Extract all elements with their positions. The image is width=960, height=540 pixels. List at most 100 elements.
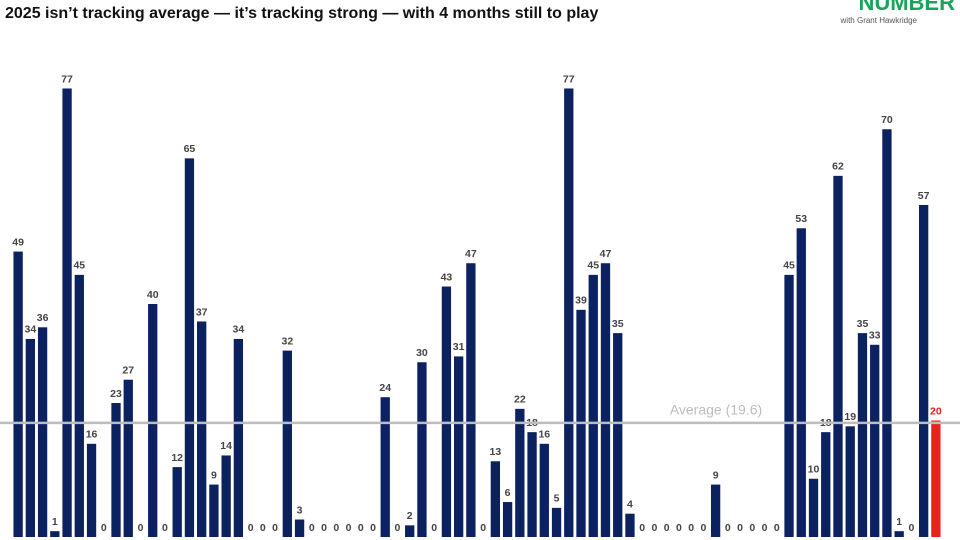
value-label: 1 — [52, 516, 58, 528]
value-label: 3 — [297, 504, 303, 516]
bar — [294, 519, 305, 537]
value-label: 77 — [61, 73, 73, 85]
bar — [808, 478, 819, 537]
value-label: 0 — [688, 522, 694, 534]
value-label: 9 — [211, 469, 217, 481]
value-label: 6 — [505, 487, 511, 499]
bar — [931, 420, 941, 537]
bar — [50, 531, 60, 537]
value-label: 0 — [737, 522, 743, 534]
bar — [209, 484, 219, 537]
bar — [710, 484, 721, 537]
value-label: 0 — [725, 522, 731, 534]
brand-subtitle: with Grant Hawkridge — [840, 16, 918, 25]
value-label: 12 — [171, 452, 183, 464]
value-label: 0 — [346, 522, 352, 534]
value-label: 10 — [808, 464, 820, 476]
bar — [417, 362, 427, 537]
value-label: 0 — [431, 522, 437, 534]
value-label: 22 — [514, 394, 526, 406]
value-label: 0 — [395, 522, 401, 534]
bar — [918, 204, 929, 537]
value-label: 62 — [832, 161, 844, 173]
value-label: 20 — [930, 405, 942, 417]
bar — [37, 327, 48, 537]
value-label: 37 — [196, 306, 208, 318]
value-label: 36 — [37, 312, 49, 324]
value-label: 35 — [857, 318, 869, 330]
value-label: 23 — [110, 388, 122, 400]
value-label: 4 — [627, 498, 633, 510]
value-label: 32 — [281, 335, 293, 347]
value-label: 45 — [783, 260, 795, 272]
value-label: 34 — [25, 324, 37, 336]
value-label: 0 — [480, 522, 486, 534]
bar — [515, 408, 525, 537]
value-label: 0 — [272, 522, 278, 534]
bar — [796, 228, 806, 537]
value-label: 34 — [233, 324, 245, 336]
bar — [453, 356, 464, 537]
bar — [613, 333, 623, 537]
bar — [527, 432, 537, 537]
value-label: 5 — [554, 493, 560, 505]
bar — [564, 88, 574, 537]
bar — [539, 443, 549, 537]
chart-title: 2025 isn’t tracking average — it’s track… — [5, 5, 598, 22]
value-label: 49 — [12, 236, 24, 248]
value-label: 0 — [358, 522, 364, 534]
bar — [625, 513, 635, 537]
bar — [551, 507, 562, 537]
bar — [197, 321, 207, 537]
value-label: 0 — [101, 522, 107, 534]
value-label: 0 — [248, 522, 254, 534]
value-label: 0 — [162, 522, 168, 534]
bar — [221, 455, 231, 537]
value-label: 0 — [260, 522, 266, 534]
bar — [490, 461, 501, 537]
value-label: 39 — [575, 295, 587, 307]
value-label: 9 — [713, 469, 719, 481]
bar — [123, 379, 133, 537]
value-label: 31 — [453, 341, 465, 353]
value-label: 77 — [563, 73, 575, 85]
bar — [870, 344, 880, 537]
value-label: 35 — [612, 318, 624, 330]
value-label: 0 — [908, 522, 914, 534]
bar — [148, 304, 158, 537]
bar — [282, 350, 292, 537]
bar — [857, 333, 868, 537]
value-label: 0 — [676, 522, 682, 534]
bar — [845, 426, 855, 537]
bar — [172, 467, 182, 537]
bar — [441, 286, 452, 537]
value-label: 0 — [762, 522, 768, 534]
bar — [588, 274, 598, 537]
bar — [405, 525, 415, 537]
bar — [111, 403, 121, 537]
value-label: 19 — [844, 411, 856, 423]
bar — [13, 251, 23, 537]
value-label: 0 — [774, 522, 780, 534]
brand: NUMBER — [858, 0, 955, 15]
value-label: 27 — [122, 365, 134, 377]
value-label: 43 — [441, 271, 453, 283]
value-label: 53 — [795, 213, 807, 225]
value-label: 0 — [664, 522, 670, 534]
value-label: 1 — [896, 516, 902, 528]
value-label: 0 — [321, 522, 327, 534]
value-label: 0 — [749, 522, 755, 534]
bar — [833, 175, 843, 537]
value-label: 16 — [86, 429, 98, 441]
bar — [184, 158, 195, 537]
bar — [233, 338, 244, 537]
bar — [25, 338, 36, 537]
bar — [894, 531, 904, 537]
average-label: Average (19.6) — [670, 402, 762, 418]
value-label: 33 — [869, 330, 881, 342]
bar — [600, 263, 611, 537]
value-label: 0 — [639, 522, 645, 534]
value-label: 13 — [490, 446, 502, 458]
value-label: 47 — [465, 248, 477, 260]
